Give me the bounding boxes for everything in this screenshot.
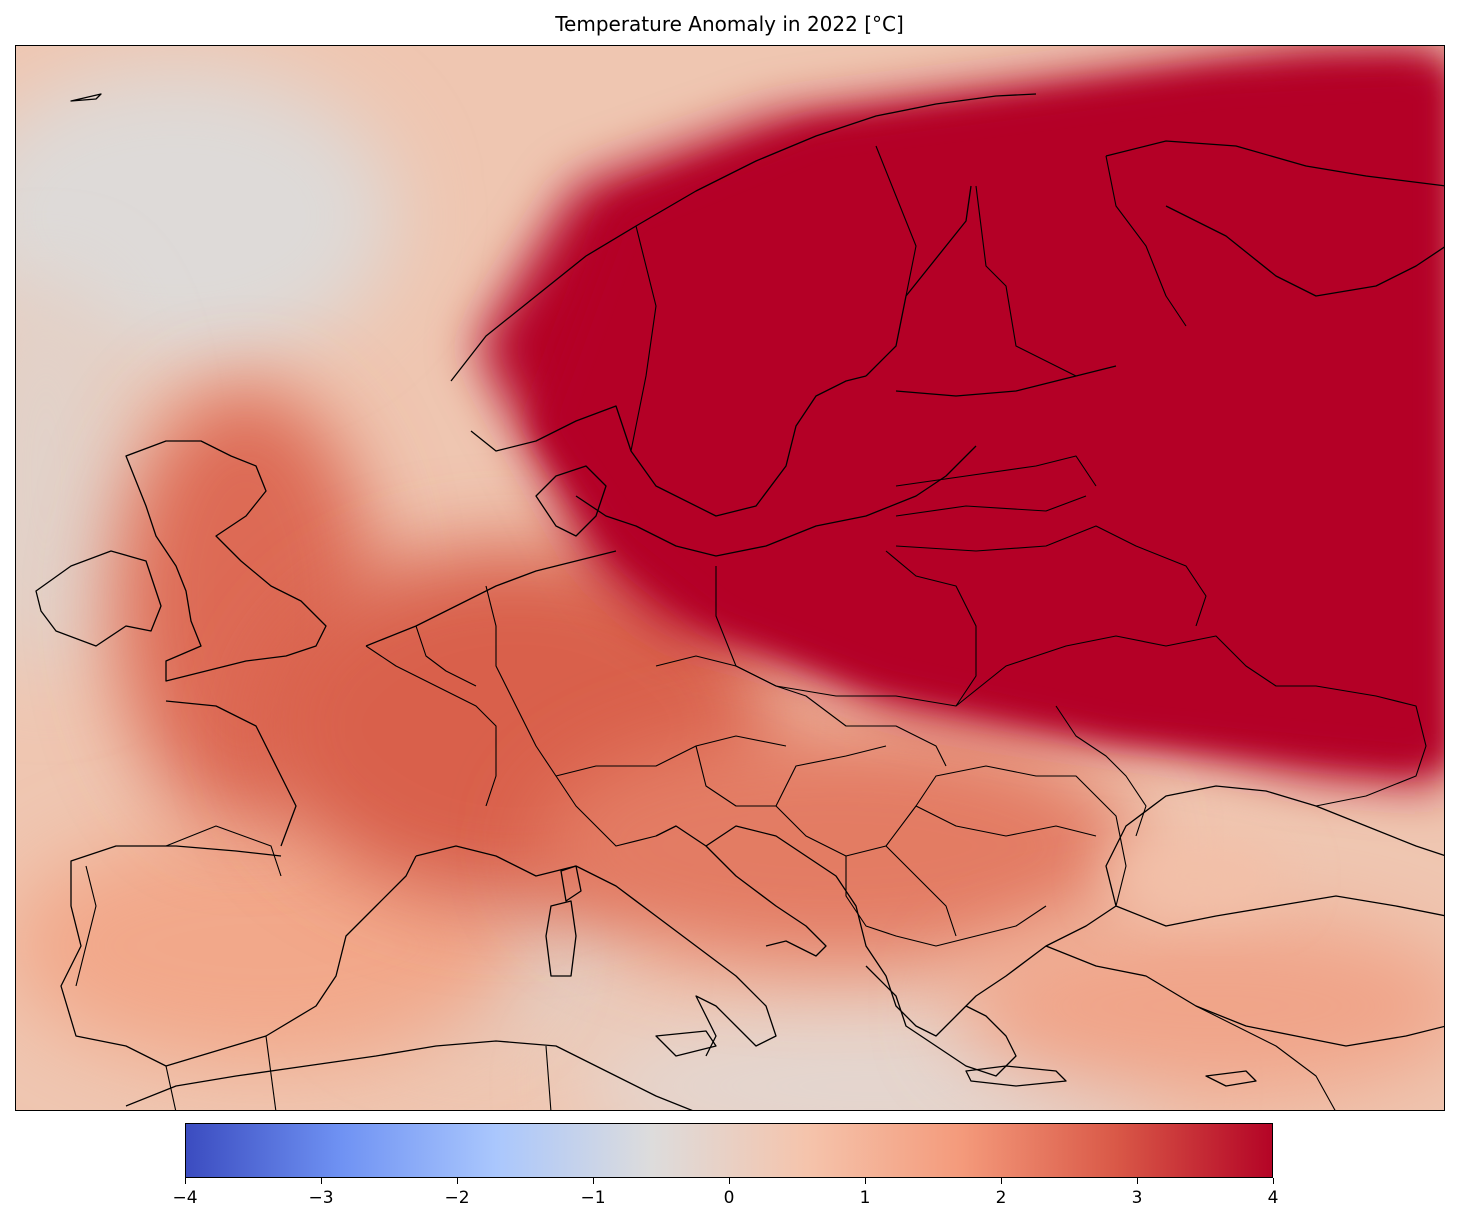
colorbar-tick-label: −4 (172, 1188, 198, 1208)
coast-crete (965, 1065, 1067, 1087)
anomaly-field (16, 46, 1444, 1110)
colorbar-tick (457, 1178, 458, 1184)
colorbar-tick (1273, 1178, 1274, 1184)
colorbar-tick-label: 1 (859, 1188, 871, 1208)
coast-cyprus (1205, 1070, 1257, 1087)
colorbar-axis: −4 −3 −2 −1 0 1 2 3 4 (172, 1178, 1278, 1218)
coast-great-britain (125, 440, 327, 682)
colorbar-tick (593, 1178, 594, 1184)
colorbar-tick (321, 1178, 322, 1184)
coast-iberia (60, 845, 417, 1067)
coast-corsica (560, 865, 582, 902)
colorbar-tick-label: 0 (723, 1188, 735, 1208)
coast-sicily (655, 1030, 717, 1057)
colorbar-tick-label: 2 (995, 1188, 1007, 1208)
colorbar-tick (1137, 1178, 1138, 1184)
coast-france-med (415, 845, 577, 877)
warm-area-turkey (956, 916, 1444, 1096)
cool-area-north-atlantic (16, 66, 396, 366)
coast-black-sea (1105, 785, 1444, 927)
coast-ireland (35, 550, 162, 647)
colorbar-tick-label: −1 (580, 1188, 606, 1208)
coast-iceland-fragment (70, 93, 102, 102)
coast-france-atlantic (165, 700, 297, 847)
coast-norway (450, 93, 1037, 382)
colorbar-tick-label: 3 (1131, 1188, 1143, 1208)
colorbar-tick (729, 1178, 730, 1184)
coast-kola-white-sea (1105, 140, 1444, 297)
coast-denmark (535, 465, 607, 537)
coast-north-africa (125, 1040, 693, 1110)
cool-area-west (16, 276, 136, 676)
chart-title: Temperature Anomaly in 2022 [°C] (555, 12, 904, 36)
colorbar-tick (865, 1178, 866, 1184)
coast-sardinia (545, 900, 577, 977)
coast-scandinavia-south (470, 375, 867, 517)
anomaly-map (16, 46, 1444, 1110)
coastlines (35, 93, 1444, 1110)
coast-baltic-south (575, 445, 977, 557)
coast-gulf-finland (895, 365, 1117, 397)
mild-area-black-sea (1106, 836, 1286, 916)
coast-turkey (1045, 945, 1444, 1047)
warm-area-balkans (536, 726, 1136, 966)
map-frame[interactable] (15, 45, 1445, 1111)
colorbar-tick-label: −2 (444, 1188, 470, 1208)
country-borders (75, 145, 1427, 1110)
colorbar (185, 1123, 1273, 1178)
coast-finland-baltic (865, 185, 972, 377)
colorbar-tick (1001, 1178, 1002, 1184)
coast-italy (575, 825, 827, 1057)
colorbar-tick-label: 4 (1267, 1188, 1279, 1208)
coast-greece (865, 965, 1017, 1077)
coast-adriatic-balkans (705, 825, 1117, 1037)
colorbar-tick (185, 1178, 186, 1184)
colorbar-tick-label: −3 (308, 1188, 334, 1208)
